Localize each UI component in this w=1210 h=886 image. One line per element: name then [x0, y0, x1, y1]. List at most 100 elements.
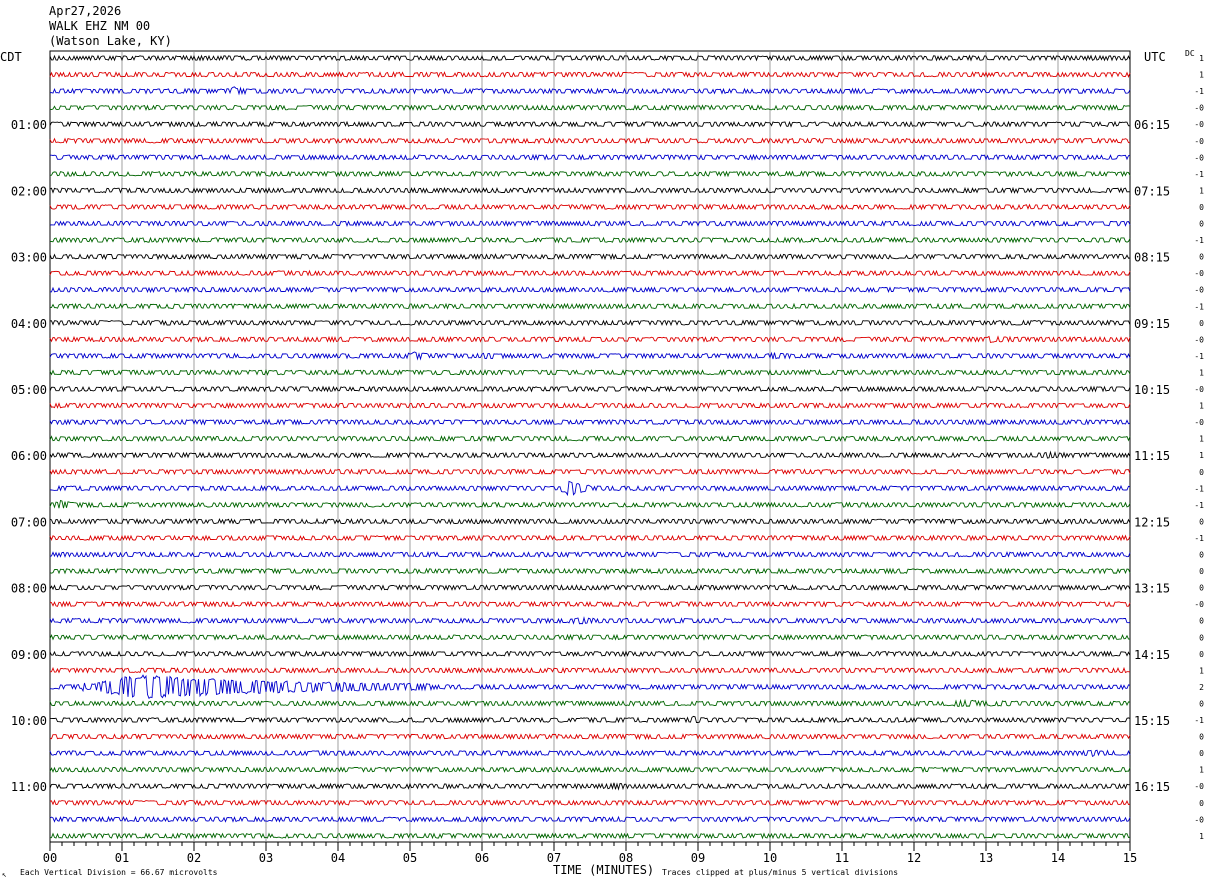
- trace-line: [49, 782, 1131, 791]
- plot-frame: [49, 50, 1131, 843]
- dc-offset-label: 0: [1199, 633, 1204, 642]
- right-hour-label: 11:15: [1134, 449, 1170, 463]
- dc-offset-label: 0: [1199, 517, 1204, 526]
- trace-line: [49, 120, 1131, 128]
- x-tick-label: 05: [403, 851, 417, 865]
- trace-line: [49, 86, 1131, 96]
- dc-offset-label: -1: [1194, 170, 1204, 179]
- dc-offset-label: 1: [1199, 451, 1204, 460]
- trace-line: [49, 203, 1131, 211]
- x-axis-title: TIME (MINUTES): [553, 863, 654, 877]
- station-name: WALK EHZ NM 00: [49, 19, 151, 33]
- dc-offset-label: -0: [1194, 418, 1204, 427]
- right-hour-label: 10:15: [1134, 383, 1170, 397]
- trace-line: [49, 567, 1131, 575]
- x-tick-label: 09: [691, 851, 705, 865]
- trace-line: [49, 236, 1131, 244]
- trace-line: [49, 450, 1131, 459]
- trace-line: [49, 385, 1131, 393]
- x-tick-label: 08: [619, 851, 633, 865]
- trace-line: [49, 137, 1131, 145]
- dc-offset-label: 0: [1199, 220, 1204, 229]
- trace-line: [49, 319, 1131, 327]
- left-hour-label: 08:00: [11, 582, 47, 596]
- left-hour-label: 09:00: [11, 648, 47, 662]
- left-hour-label: 11:00: [11, 780, 47, 794]
- trace-line: [49, 335, 1131, 344]
- dc-offset-label: -0: [1194, 104, 1204, 113]
- x-tick-label: 15: [1123, 851, 1137, 865]
- station-location: (Watson Lake, KY): [49, 34, 172, 48]
- dc-offset-label: -0: [1194, 815, 1204, 824]
- trace-line: [49, 186, 1131, 194]
- trace-line: [49, 253, 1131, 261]
- left-hour-label: 04:00: [11, 317, 47, 331]
- x-tick-label: 12: [907, 851, 921, 865]
- dc-offset-label: -1: [1194, 87, 1204, 96]
- right-hour-label: 14:15: [1134, 648, 1170, 662]
- minute-gridlines: [49, 50, 1131, 851]
- dc-offset-label: 0: [1199, 468, 1204, 477]
- left-hour-label: 10:00: [11, 714, 47, 728]
- trace-line: [49, 435, 1131, 443]
- trace-line: [49, 54, 1131, 62]
- left-hour-label: 07:00: [11, 515, 47, 529]
- trace-line: [49, 815, 1131, 823]
- left-hour-label: 06:00: [11, 449, 47, 463]
- dc-offset-label: 0: [1199, 799, 1204, 808]
- x-tick-label: 10: [763, 851, 777, 865]
- dc-offset-label: 0: [1199, 617, 1204, 626]
- trace-line: [49, 550, 1131, 558]
- seismic-traces: [49, 54, 1131, 840]
- left-hour-label: 03:00: [11, 251, 47, 265]
- dc-offset-label: -1: [1194, 501, 1204, 510]
- dc-offset-label: 1: [1199, 186, 1204, 195]
- right-hour-label: 16:15: [1134, 780, 1170, 794]
- dc-offset-label: 0: [1199, 584, 1204, 593]
- clip-note: Traces clipped at plus/minus 5 vertical …: [662, 868, 898, 877]
- trace-line: [49, 351, 1131, 361]
- dc-offset-label: 0: [1199, 203, 1204, 212]
- dc-offset-label: -0: [1194, 600, 1204, 609]
- dc-offset-label: -1: [1194, 484, 1204, 493]
- left-hour-label: 01:00: [11, 118, 47, 132]
- x-tick-label: 14: [1051, 851, 1065, 865]
- dc-offset-label: 1: [1199, 832, 1204, 841]
- trace-line: [49, 584, 1131, 592]
- trace-line: [49, 749, 1131, 757]
- left-timezone-label: CDT: [0, 50, 22, 64]
- dc-offset-label: -0: [1194, 153, 1204, 162]
- plot-date: Apr27,2026: [49, 4, 122, 18]
- dc-offset-label: 1: [1199, 54, 1204, 63]
- x-tick-label: 07: [547, 851, 561, 865]
- right-hour-label: 06:15: [1134, 118, 1170, 132]
- dc-offset-label: -0: [1194, 782, 1204, 791]
- trace-line: [50, 715, 1131, 724]
- dc-column-label: DC: [1185, 49, 1195, 58]
- trace-line: [49, 633, 1130, 641]
- dc-offset-label: 0: [1199, 749, 1204, 758]
- x-tick-label: 06: [475, 851, 489, 865]
- dc-offset-label: -0: [1194, 269, 1204, 278]
- x-tick-label: 13: [979, 851, 993, 865]
- trace-line: [49, 698, 1131, 708]
- dc-offset-label: -1: [1194, 352, 1204, 361]
- trace-line: [49, 766, 1131, 774]
- trace-line: [49, 666, 1131, 674]
- right-timezone-label: UTC: [1144, 50, 1166, 64]
- x-tick-label: 02: [187, 851, 201, 865]
- trace-line: [49, 286, 1131, 294]
- trace-line: [50, 302, 1131, 310]
- trace-line: [49, 534, 1131, 542]
- trace-line: [49, 650, 1131, 658]
- trace-line: [49, 170, 1131, 178]
- dc-offset-label: -1: [1194, 716, 1204, 725]
- trace-line: [49, 219, 1131, 228]
- dc-offset-label: -0: [1194, 137, 1204, 146]
- trace-line: [49, 71, 1131, 78]
- dc-offset-label: -0: [1194, 335, 1204, 344]
- dc-offset-label: 0: [1199, 699, 1204, 708]
- dc-offset-label: 1: [1199, 435, 1204, 444]
- dc-offset-label: 1: [1199, 71, 1204, 80]
